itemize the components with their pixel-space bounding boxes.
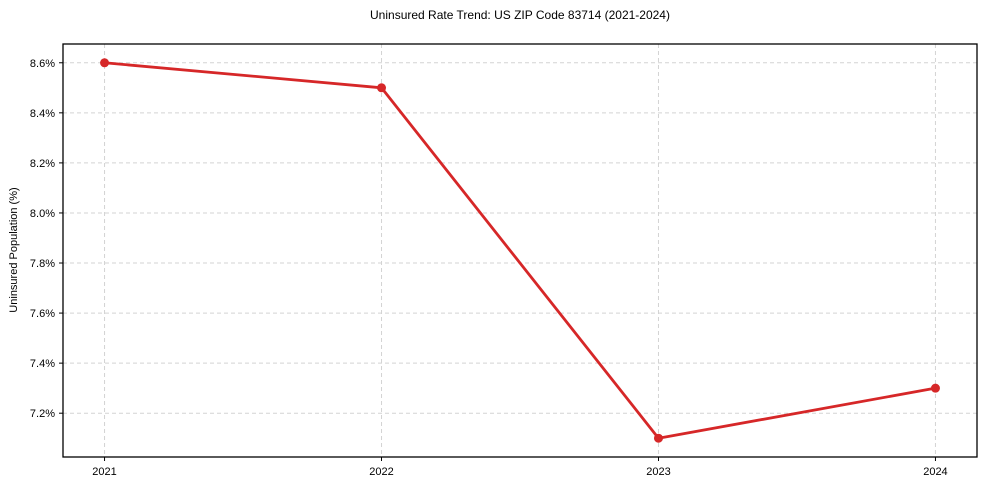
y-tick-label: 8.6% — [30, 58, 55, 70]
chart-title: Uninsured Rate Trend: US ZIP Code 83714 … — [370, 8, 670, 22]
y-tick-label: 7.2% — [30, 408, 55, 420]
x-tick-label: 2022 — [369, 466, 393, 478]
x-tick-label: 2024 — [923, 466, 947, 478]
y-tick-label: 8.2% — [30, 158, 55, 170]
x-tick-label: 2021 — [92, 466, 116, 478]
data-point-2023 — [653, 433, 663, 443]
data-point-2024 — [930, 383, 940, 393]
x-tick-label: 2023 — [646, 466, 670, 478]
y-tick-label: 7.4% — [30, 358, 55, 370]
plot-border — [62, 43, 978, 458]
trend-line — [103, 61, 937, 440]
y-tick-label: 8.4% — [30, 108, 55, 120]
y-axis-label: Uninsured Population (%) — [8, 187, 20, 313]
y-tick-label: 7.6% — [30, 308, 55, 320]
data-point-2021 — [100, 58, 110, 68]
y-tick-label: 8.0% — [30, 208, 55, 220]
y-tick-label: 7.8% — [30, 258, 55, 270]
data-point-2022 — [377, 83, 387, 93]
